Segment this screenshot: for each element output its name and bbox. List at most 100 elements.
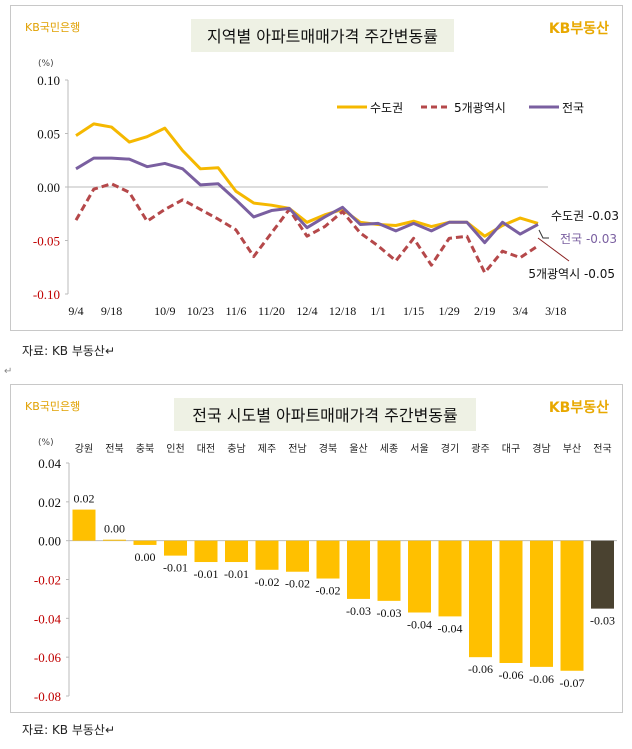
data-label: -0.02 <box>316 584 341 598</box>
bar-경기 <box>438 540 462 617</box>
y-tick-label: 0.04 <box>38 456 61 471</box>
category-label: 경북 <box>319 442 337 455</box>
data-label: -0.02 <box>255 575 280 589</box>
x-tick-label: 1/1 <box>370 304 385 318</box>
data-label: -0.04 <box>438 621 463 635</box>
legend-label: 전국 <box>562 101 584 115</box>
x-tick-label: 3/4 <box>513 304 528 318</box>
data-label: -0.06 <box>499 668 524 682</box>
category-label: 충북 <box>136 443 154 455</box>
bar-전북 <box>103 539 126 541</box>
end-label-metro: 수도권 -0.03 <box>551 209 619 223</box>
y-tick-label: -0.08 <box>34 689 61 704</box>
y-tick-label: -0.10 <box>33 287 60 302</box>
end-label-five: 5개광역시 -0.05 <box>528 267 615 281</box>
data-label: -0.06 <box>468 662 493 676</box>
bar-세종 <box>377 540 401 601</box>
category-label: 전북 <box>105 443 123 455</box>
kb-bank-logo: KB국민은행 <box>25 21 80 34</box>
bar-경북 <box>316 540 340 579</box>
bar-대구 <box>499 540 523 663</box>
data-label: -0.04 <box>407 618 432 632</box>
category-label: 제주 <box>258 443 276 455</box>
bar-부산 <box>560 540 584 671</box>
data-label: 0.02 <box>74 492 95 506</box>
data-label: -0.07 <box>560 676 585 690</box>
category-label: 전국 <box>593 443 611 455</box>
kb-realestate-logo: KB부동산 <box>549 20 609 37</box>
category-label: 대구 <box>502 443 520 455</box>
bar-전남 <box>286 540 309 572</box>
data-label: -0.03 <box>377 606 402 620</box>
y-tick-label: 0.05 <box>37 127 60 142</box>
category-label: 부산 <box>563 443 581 455</box>
category-label: 서울 <box>410 443 428 455</box>
y-tick-label: -0.05 <box>33 234 60 249</box>
kb-realestate-logo: KB부동산 <box>549 399 609 416</box>
line-chart: KB국민은행 KB부동산 지역별 아파트매매가격 주간변동률 (%) 0.10 0.05 0… <box>25 19 619 318</box>
category-label: 전남 <box>288 443 306 455</box>
data-label: 0.00 <box>104 522 125 536</box>
x-tick-label: 11/6 <box>225 304 246 318</box>
y-tick-label: 0.10 <box>37 73 60 88</box>
bar-인천 <box>164 540 187 556</box>
series-line-2 <box>75 156 539 245</box>
data-label: -0.03 <box>346 604 371 618</box>
legend-label: 수도권 <box>370 101 403 115</box>
bar-경남 <box>530 540 553 667</box>
data-label: -0.03 <box>590 614 615 628</box>
y-axis-unit: (%) <box>38 438 54 448</box>
data-label: -0.01 <box>194 567 219 581</box>
x-tick-label: 9/4 <box>68 304 83 318</box>
category-label: 세종 <box>380 443 398 455</box>
category-label: 울산 <box>349 443 367 455</box>
data-label: 0.00 <box>135 550 156 564</box>
x-tick-label: 3/18 <box>545 304 566 318</box>
data-label: -0.02 <box>285 577 310 591</box>
bar-전국 <box>591 540 614 609</box>
category-label: 광주 <box>471 443 489 455</box>
end-label-national: 전국 -0.03 <box>560 232 617 246</box>
category-label: 경남 <box>532 442 550 455</box>
title-background <box>191 19 454 52</box>
bar-강원 <box>72 509 96 541</box>
category-label: 경기 <box>441 442 459 455</box>
category-label: 충남 <box>227 443 245 455</box>
x-tick-label: 10/9 <box>154 304 175 318</box>
x-tick-label: 1/15 <box>403 304 424 318</box>
line-chart-panel: KB국민은행 KB부동산 지역별 아파트매매가격 주간변동률 (%) 0.10 0.05 0… <box>10 5 623 331</box>
bar-충남 <box>225 540 248 563</box>
bar-충북 <box>133 540 157 545</box>
series-line-1 <box>74 182 539 275</box>
y-tick-label: -0.02 <box>34 573 61 588</box>
return-mark: ↵ <box>4 366 13 377</box>
y-tick-label: 0.02 <box>38 495 61 510</box>
title-background <box>174 398 476 431</box>
x-tick-label: 11/20 <box>258 304 285 318</box>
source-caption-1: 자료: KB 부동산↵ <box>22 344 116 358</box>
leader-national <box>538 229 549 239</box>
leader-five <box>537 237 570 262</box>
x-tick-label: 12/18 <box>329 304 356 318</box>
x-tick-label: 12/4 <box>296 304 317 318</box>
source-caption-2: 자료: KB 부동산↵ <box>22 723 116 737</box>
data-label: -0.06 <box>529 672 554 686</box>
chart-title: 지역별 아파트매매가격 주간변동률 <box>207 27 438 46</box>
chart-title: 전국 시도별 아파트매매가격 주간변동률 <box>192 406 458 425</box>
bar-대전 <box>194 540 218 563</box>
bar-울산 <box>347 540 370 599</box>
x-tick-label: 9/18 <box>101 304 122 318</box>
y-tick-label: -0.04 <box>34 611 62 626</box>
kb-bank-logo: KB국민은행 <box>25 400 80 413</box>
y-axis-unit: (%) <box>38 59 54 69</box>
y-tick-label: -0.06 <box>34 650 62 665</box>
x-tick-label: 2/19 <box>474 304 495 318</box>
y-tick-label: 0.00 <box>37 180 60 195</box>
bar-chart: KB국민은행 KB부동산 전국 시도별 아파트매매가격 주간변동률 (%) 0.04 0.… <box>25 398 617 704</box>
bar-chart-panel: KB국민은행 KB부동산 전국 시도별 아파트매매가격 주간변동률 (%) 0.04 0.… <box>10 384 623 713</box>
data-label: -0.01 <box>163 561 188 575</box>
bar-제주 <box>255 540 279 570</box>
legend-label: 5개광역시 <box>454 101 506 115</box>
category-label: 인천 <box>166 443 184 455</box>
bar-서울 <box>408 540 431 613</box>
